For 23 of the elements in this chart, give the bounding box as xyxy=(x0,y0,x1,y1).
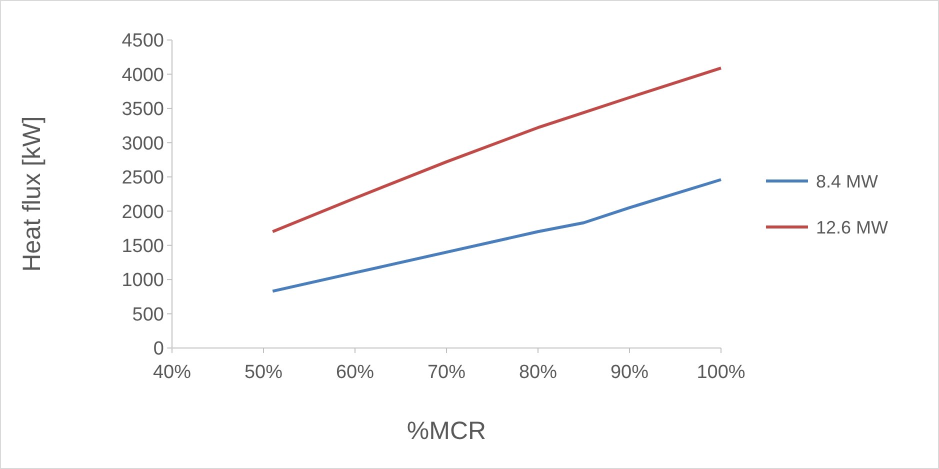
y-tick-label: 3500 xyxy=(122,99,164,120)
x-tick-label: 100% xyxy=(696,362,746,383)
y-tick-label: 4500 xyxy=(122,30,164,52)
y-tick-label: 0 xyxy=(153,338,164,360)
y-tick-label: 4000 xyxy=(122,64,164,86)
y-tick-label: 1500 xyxy=(122,236,164,257)
y-tick-label: 3000 xyxy=(122,133,164,154)
y-tick-label: 2500 xyxy=(122,168,164,189)
line-series xyxy=(271,66,722,234)
x-tick-label: 50% xyxy=(244,362,283,383)
x-tick-label: 90% xyxy=(610,362,649,383)
legend-label: 8.4 MW xyxy=(816,171,878,192)
legend-label: 12.6 MW xyxy=(816,217,888,238)
x-axis-title: %MCR xyxy=(406,417,486,445)
x-tick-label: 60% xyxy=(336,362,374,383)
y-tick-label: 2000 xyxy=(122,202,164,223)
x-tick-label: 80% xyxy=(518,362,558,383)
x-tick-label: 40% xyxy=(152,362,192,383)
y-tick-label: 1000 xyxy=(122,270,164,292)
y-tick-label: 500 xyxy=(132,304,164,326)
x-tick-label: 70% xyxy=(427,362,466,383)
line-series xyxy=(271,178,722,293)
y-axis-title: Heat flux [kW] xyxy=(18,116,46,272)
